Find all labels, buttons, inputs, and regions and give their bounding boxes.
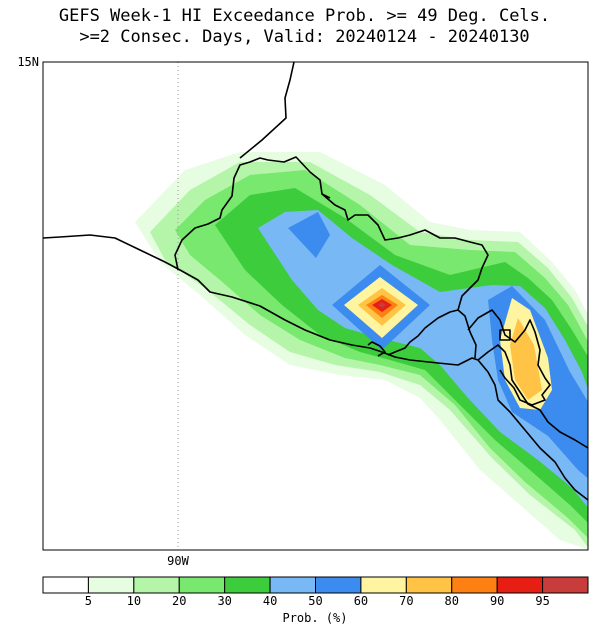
- map-frame: [42, 61, 589, 551]
- legend-tick-label: 50: [308, 594, 322, 608]
- legend-swatch: [224, 576, 271, 594]
- legend-tick-label: 5: [85, 594, 92, 608]
- legend-tick-label: 90: [490, 594, 504, 608]
- legend-swatch: [87, 576, 135, 594]
- coastlines-and-borders: [43, 62, 588, 501]
- legend-tick-label: 10: [127, 594, 141, 608]
- legend-swatch: [360, 576, 407, 594]
- legend-tick-label: 95: [535, 594, 549, 608]
- border-mexico-guatemala: [174, 156, 331, 271]
- legend-swatch: [542, 576, 589, 594]
- gulf-fonseca: [367, 341, 386, 357]
- prob-band-50: [288, 212, 330, 258]
- longitude-label-90w: 90W: [167, 554, 189, 568]
- legend-swatch: [42, 576, 89, 594]
- legend-tick-label: 70: [399, 594, 413, 608]
- honduras-nicaragua-coast: [477, 344, 588, 449]
- legend-swatch: [269, 576, 317, 594]
- latitude-label-15n: 15N: [17, 55, 39, 69]
- prob-band-95: [378, 302, 386, 308]
- prob-band-40: [258, 210, 588, 508]
- legend-colorbar: [42, 576, 589, 594]
- legend-title: Prob. (%): [282, 611, 347, 625]
- probability-shading: [135, 152, 588, 550]
- map-title-line-1: GEFS Week-1 HI Exceedance Prob. >= 49 De…: [58, 6, 551, 26]
- legend-swatch: [133, 576, 180, 594]
- legend-swatch: [178, 576, 226, 594]
- legend-tick-label: 80: [445, 594, 459, 608]
- border-honduras-nicaragua: [467, 309, 551, 406]
- map-title-line-2: >=2 Consec. Days, Valid: 20240124 - 2024…: [79, 27, 530, 47]
- legend-tick-label: 60: [354, 594, 368, 608]
- legend-swatch: [315, 576, 362, 594]
- legend-tick-label: 20: [172, 594, 186, 608]
- small-island: [499, 329, 511, 341]
- legend-tick-label: 30: [217, 594, 231, 608]
- border-guatemala-belize: [321, 193, 489, 311]
- legend-swatch: [451, 576, 498, 594]
- legend-swatch: [496, 576, 544, 594]
- legend-tick-label: 40: [263, 594, 277, 608]
- border-guatemala-elsalvador: [387, 309, 477, 359]
- legend-tick-labels: 5 10 20 30 40 50 60 70 80 90 95: [85, 594, 550, 608]
- legend-swatch: [405, 576, 453, 594]
- border-mexico-northern: [239, 62, 295, 159]
- pacific-coastline: [43, 234, 588, 501]
